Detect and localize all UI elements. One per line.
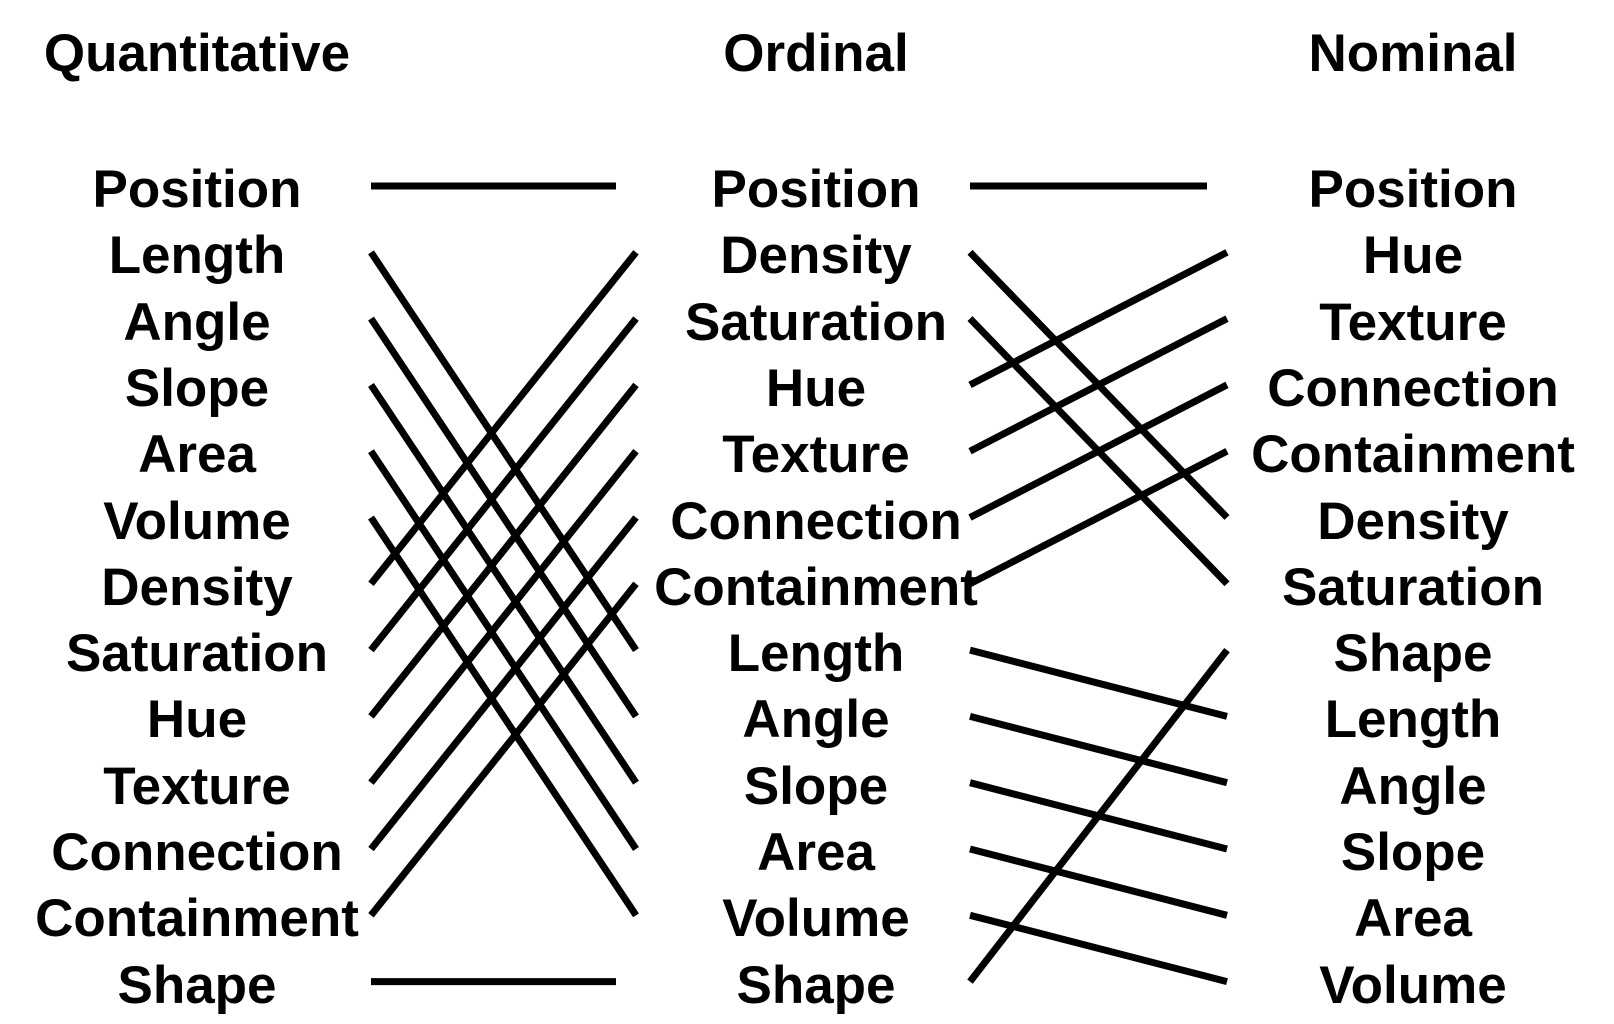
connector-quantitative-to-ordinal-length: [368, 250, 639, 653]
connector-ordinal-to-nominal-area: [969, 845, 1228, 919]
ordinal-item: Angle: [742, 690, 890, 750]
quantitative-item: Position: [92, 160, 302, 219]
connector-quantitative-to-ordinal-slope: [368, 382, 639, 785]
column-ordinal: Ordinal Position Density Saturation Hue Text…: [636, 0, 996, 1024]
ordinal-item: Saturation: [684, 292, 948, 352]
quantitative-item: Slope: [124, 358, 270, 418]
ordinal-item: Slope: [743, 756, 889, 816]
nominal-item: Angle: [1339, 756, 1487, 816]
ordinal-item: Volume: [722, 889, 910, 949]
column-quantitative: Quantitative Position Length Angle Slope Are…: [17, 0, 377, 1024]
nominal-item: Position: [1308, 160, 1518, 219]
nominal-item: Hue: [1362, 226, 1464, 286]
connector-quantitative-to-ordinal-containment: [368, 581, 639, 918]
ordinal-item: Texture: [722, 425, 910, 485]
nominal-item: Texture: [1319, 292, 1507, 352]
connector-quantitative-to-ordinal-connection: [368, 515, 639, 852]
connector-quantitative-to-ordinal-saturation: [368, 316, 639, 653]
nominal-item: Saturation: [1281, 557, 1545, 617]
connector-ordinal-to-nominal-angle: [969, 713, 1228, 787]
nominal-item: Shape: [1333, 624, 1493, 684]
connector-quantitative-to-ordinal-volume: [368, 515, 639, 918]
connector-ordinal-to-nominal-length: [969, 646, 1228, 720]
connector-quantitative-to-ordinal-texture: [368, 449, 639, 785]
ordinal-item: Containment: [654, 557, 978, 617]
quantitative-item: Shape: [117, 955, 277, 1015]
quantitative-item: Connection: [51, 823, 343, 882]
quantitative-item: Containment: [35, 889, 359, 949]
connector-ordinal-to-nominal-connection: [968, 381, 1229, 521]
quantitative-item: Hue: [146, 690, 248, 750]
connector-ordinal-to-nominal-texture: [968, 315, 1229, 455]
quantitative-item: Area: [138, 425, 256, 485]
quantitative-item: Texture: [103, 756, 291, 816]
quantitative-item: Volume: [103, 491, 291, 551]
connector-quantitative-to-ordinal-hue: [368, 382, 639, 719]
connector-ordinal-to-nominal-shape: [967, 647, 1230, 984]
nominal-item: Length: [1324, 690, 1502, 750]
column-title-ordinal: Ordinal: [723, 24, 909, 83]
quantitative-item: Saturation: [65, 624, 329, 684]
connector-ordinal-to-nominal-containment: [968, 448, 1229, 587]
ordinal-item: Hue: [765, 358, 867, 418]
connector-ordinal-to-nominal-volume: [969, 911, 1228, 985]
quantitative-item: Length: [108, 226, 286, 286]
nominal-item: Connection: [1267, 358, 1559, 418]
column-title-nominal: Nominal: [1308, 24, 1518, 83]
nominal-item: Volume: [1319, 955, 1507, 1015]
quantitative-item: Angle: [123, 292, 271, 352]
quantitative-item: Density: [101, 557, 293, 617]
nominal-item: Area: [1354, 889, 1472, 949]
ordinal-item: Area: [757, 823, 875, 882]
nominal-item: Density: [1317, 491, 1509, 551]
nominal-item: Slope: [1340, 823, 1486, 882]
ordinal-item: Density: [720, 226, 912, 286]
column-nominal: Nominal Position Hue Texture Connection Cont…: [1233, 0, 1593, 1024]
nominal-item: Containment: [1251, 425, 1575, 485]
connector-quantitative-to-ordinal-density: [368, 250, 639, 586]
ordinal-item: Shape: [736, 955, 896, 1015]
connector-ordinal-to-nominal-hue: [968, 249, 1229, 389]
ordinal-item: Length: [727, 624, 905, 684]
ordinal-item: Position: [711, 160, 921, 219]
column-title-quantitative: Quantitative: [43, 24, 351, 83]
connector-quantitative-to-ordinal-area: [368, 449, 639, 851]
ordinal-item: Connection: [670, 491, 962, 551]
connector-quantitative-to-ordinal-angle: [368, 316, 639, 719]
